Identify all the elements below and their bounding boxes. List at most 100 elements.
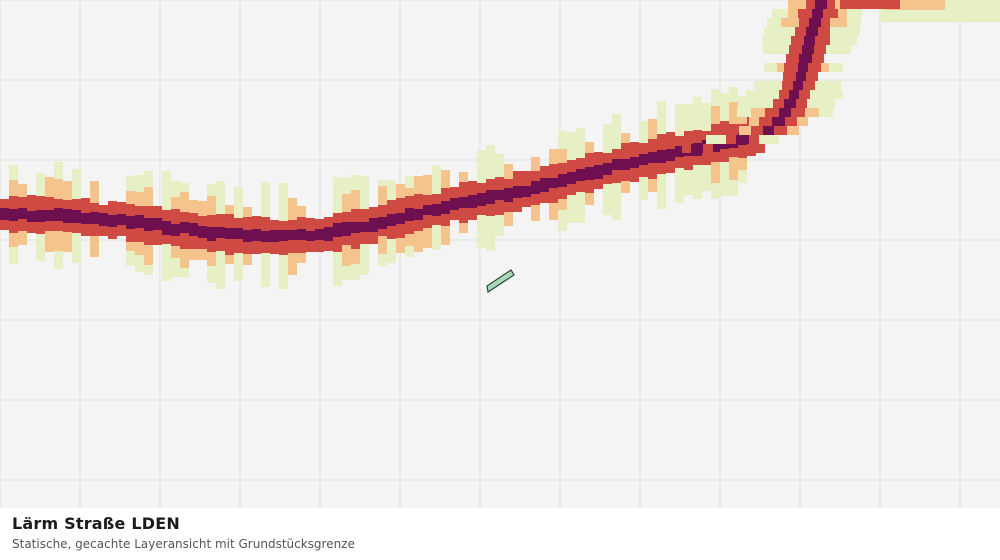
noise-band-4 (171, 224, 180, 236)
noise-band-4 (378, 217, 387, 229)
noise-band-4 (117, 214, 126, 225)
parcel-boundary[interactable] (486, 269, 515, 294)
noise-band-4 (324, 227, 333, 241)
noise-band-4 (798, 63, 808, 72)
noise-band-4 (0, 208, 9, 220)
noise-band-4 (54, 208, 63, 221)
noise-band-4 (763, 126, 774, 135)
noise-band-4 (789, 90, 799, 99)
noise-band-4 (126, 216, 135, 229)
noise-band-4 (180, 222, 189, 233)
noise-band-2 (885, 0, 945, 10)
noise-band-4 (90, 212, 99, 224)
noise-band-4 (306, 231, 315, 241)
noise-band-4 (736, 135, 749, 144)
noise-band-4 (630, 157, 639, 168)
noise-band-4 (261, 231, 270, 242)
noise-band-3 (840, 0, 900, 9)
noise-band-4 (216, 227, 225, 238)
noise-band-4 (585, 167, 594, 180)
noise-band-4 (648, 152, 657, 163)
noise-band-4 (486, 190, 495, 204)
noise-band-4 (396, 213, 405, 224)
noise-band-4 (72, 210, 81, 223)
noise-band-4 (772, 117, 785, 126)
noise-band-4 (779, 108, 791, 117)
noise-band-4 (360, 222, 369, 232)
noise-band-4 (234, 228, 243, 239)
noise-band-4 (153, 218, 162, 230)
noise-map-canvas[interactable] (0, 0, 1000, 508)
noise-band-4 (297, 229, 306, 240)
noise-band-4 (108, 215, 117, 227)
noise-band-4 (603, 163, 612, 175)
noise-band-4 (387, 214, 396, 226)
noise-band-4 (423, 205, 432, 215)
noise-band-4 (612, 159, 621, 170)
noise-band-4 (666, 149, 675, 161)
noise-band-4 (252, 229, 261, 241)
noise-band-4 (691, 144, 703, 153)
noise-band-4 (207, 227, 216, 241)
noise-band-4 (225, 228, 234, 239)
noise-band-4 (675, 146, 684, 157)
noise-band-4 (540, 178, 549, 192)
noise-band-4 (468, 195, 477, 208)
noise-band-4 (799, 54, 812, 63)
noise-band-4 (504, 188, 513, 202)
noise-band-4 (441, 201, 450, 214)
noise-band-4 (657, 150, 666, 163)
noise-band-4 (189, 223, 198, 236)
noise-band-4 (333, 223, 342, 237)
noise-band-4 (784, 99, 796, 108)
layer-title: Lärm Straße LDEN (12, 514, 180, 533)
noise-band-4 (432, 204, 441, 216)
noise-band-4 (793, 81, 803, 90)
noise-band-4 (806, 27, 818, 36)
noise-band-4 (36, 210, 45, 222)
noise-band-4 (812, 9, 823, 18)
noise-band-4 (513, 186, 522, 198)
noise-band-4 (531, 181, 540, 194)
noise-band-4 (243, 230, 252, 242)
noise-band-4 (45, 210, 54, 221)
noise-band-4 (621, 159, 630, 170)
noise-band-4 (9, 209, 18, 221)
noise-band-4 (459, 197, 468, 208)
noise-band-4 (809, 18, 821, 27)
noise-band-4 (135, 215, 144, 228)
noise-band-4 (414, 209, 423, 220)
noise-band-4 (639, 154, 648, 165)
noise-band-4 (162, 221, 171, 235)
noise-band-4 (796, 72, 806, 81)
layer-caption: Statische, gecachte Layeransicht mit Gru… (12, 537, 355, 551)
noise-band-4 (315, 229, 324, 240)
noise-band-4 (351, 222, 360, 233)
noise-band-4 (198, 226, 207, 238)
map-view[interactable] (0, 0, 1000, 508)
noise-band-4 (495, 190, 504, 200)
noise-band-4 (144, 218, 153, 231)
noise-band-4 (99, 213, 108, 226)
noise-band-4 (711, 140, 720, 152)
noise-band-4 (815, 0, 827, 9)
noise-band-4 (342, 222, 351, 236)
noise-band-4 (288, 230, 297, 240)
map-caption-footer: Lärm Straße LDEN Statische, gecachte Lay… (0, 508, 1000, 560)
noise-band-4 (279, 230, 288, 241)
noise-band-4 (477, 193, 486, 206)
noise-band-4 (802, 45, 814, 54)
noise-band-4 (594, 165, 603, 179)
noise-band-4 (27, 211, 36, 222)
noise-band-4 (450, 198, 459, 210)
noise-band-4 (549, 178, 558, 188)
noise-band-4 (576, 169, 585, 181)
noise-band-4 (369, 218, 378, 232)
noise-band-4 (63, 209, 72, 223)
noise-band-4 (405, 208, 414, 221)
noise-band-4 (81, 213, 90, 224)
noise-band-4 (804, 36, 815, 45)
noise-band-4 (567, 172, 576, 184)
noise-band-4 (270, 230, 279, 242)
noise-band-4 (18, 208, 27, 219)
